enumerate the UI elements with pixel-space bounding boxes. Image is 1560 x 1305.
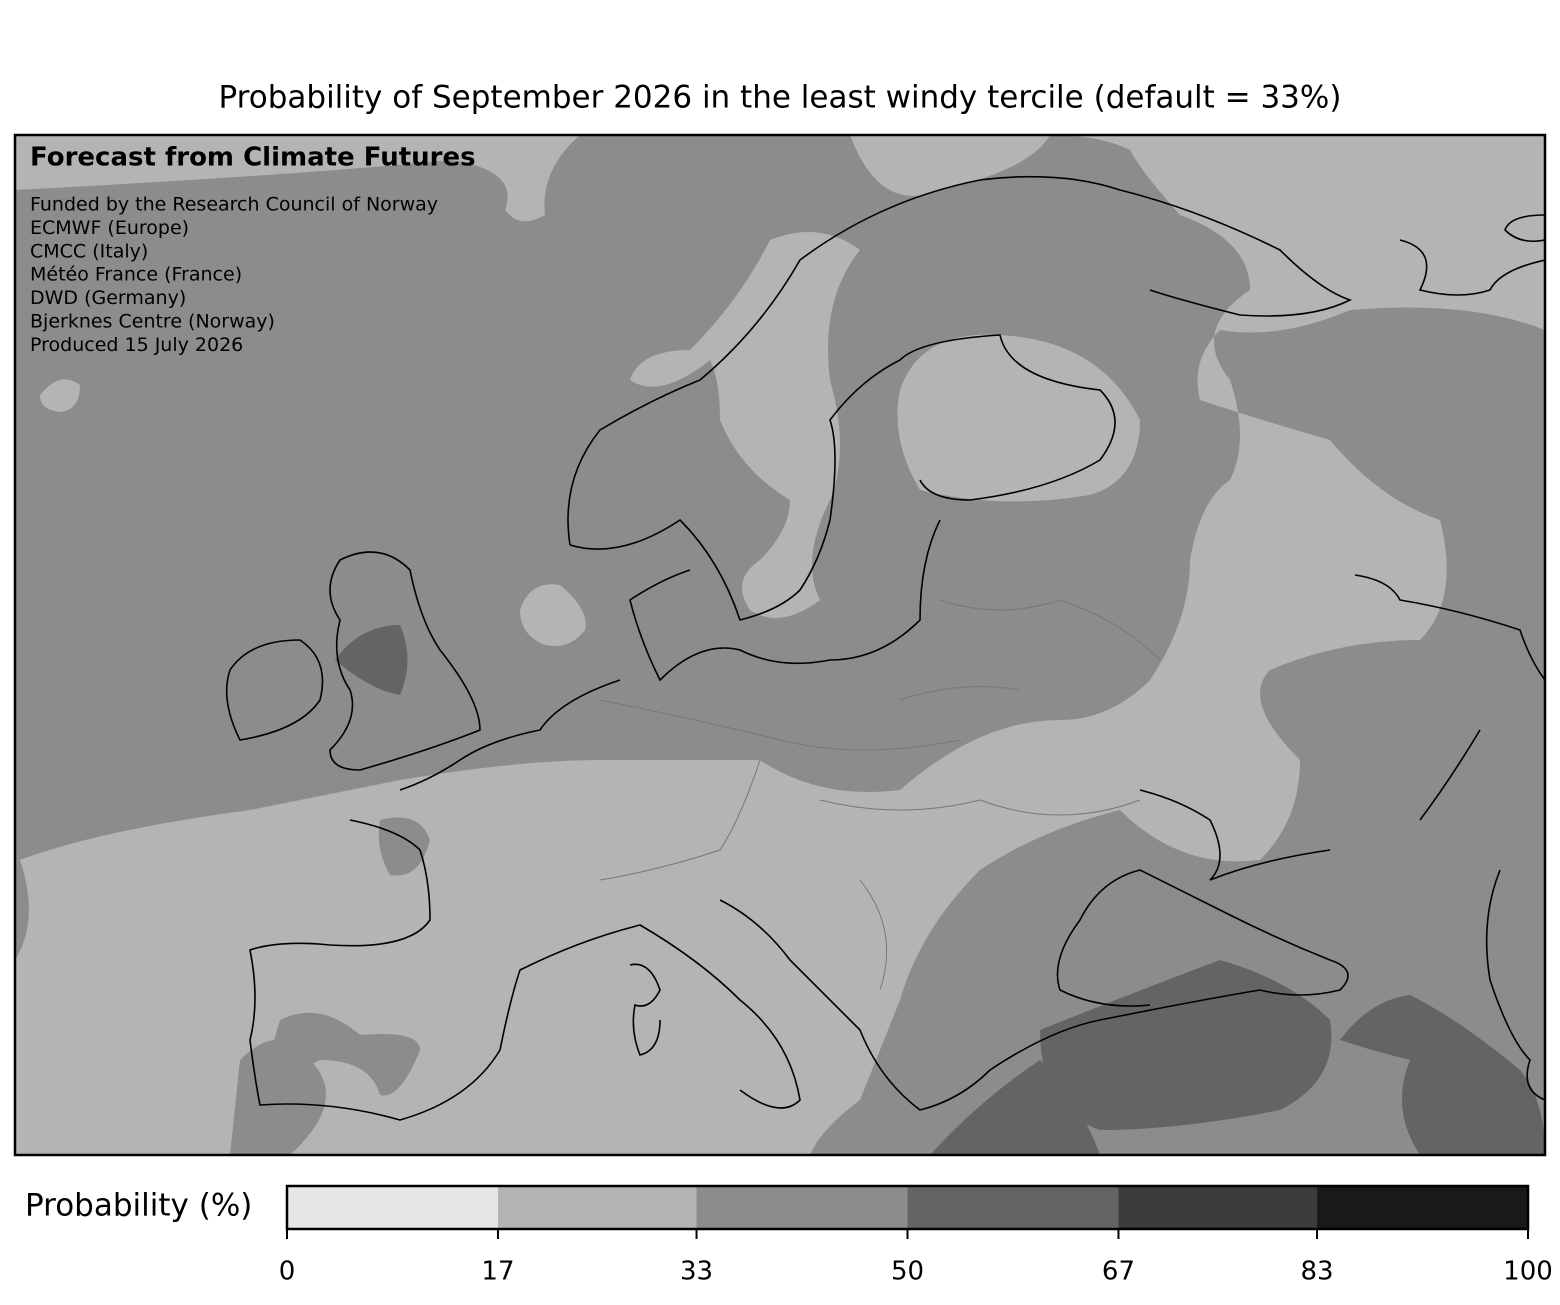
colorbar-tick-label: 50: [891, 1257, 924, 1287]
borders: [599, 599, 1161, 991]
credit-line: Produced 15 July 2026: [30, 334, 243, 356]
colorbar-tick-label: 83: [1300, 1257, 1333, 1287]
credit-line: CMCC (Italy): [30, 240, 148, 262]
credits: Funded by the Research Council of Norway…: [30, 194, 438, 356]
light-regions: [15, 135, 1545, 1155]
credit-line: Bjerknes Centre (Norway): [30, 311, 275, 333]
annotation-heading: Forecast from Climate Futures: [30, 143, 476, 173]
colorbar-segment: [1317, 1186, 1528, 1229]
map-title: Probability of September 2026 in the lea…: [219, 80, 1342, 116]
credit-line: Funded by the Research Council of Norway: [30, 194, 438, 216]
colorbar-tick-label: 100: [1503, 1257, 1553, 1287]
colorbar-tick-label: 0: [279, 1257, 296, 1287]
colorbar-label: Probability (%): [25, 1188, 252, 1224]
map-frame: [13, 133, 1547, 1157]
map: [15, 135, 1545, 1155]
colorbar-segment: [1118, 1186, 1318, 1229]
colorbar: 0 17 33 50 67 83 100: [279, 1184, 1553, 1287]
colorbar-segment: [287, 1186, 498, 1229]
credit-line: DWD (Germany): [30, 287, 186, 309]
colorbar-tick-label: 17: [481, 1257, 514, 1287]
colorbar-segment: [907, 1186, 1119, 1229]
coastlines: [225, 175, 1545, 1121]
credit-line: Météo France (France): [30, 264, 242, 286]
credit-line: ECMWF (Europe): [30, 217, 189, 239]
colorbar-segment: [497, 1186, 697, 1229]
colorbar-tick-label: 67: [1102, 1257, 1135, 1287]
dark-regions: [335, 625, 1545, 1155]
colorbar-tick-label: 33: [680, 1257, 713, 1287]
colorbar-segment: [696, 1186, 908, 1229]
